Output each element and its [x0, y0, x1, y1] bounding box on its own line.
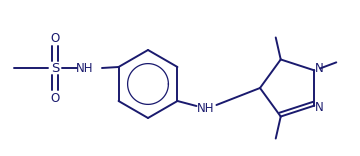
Text: N: N: [315, 62, 324, 75]
Text: NH: NH: [76, 61, 94, 75]
Text: NH: NH: [197, 102, 214, 115]
Text: N: N: [315, 101, 324, 114]
Text: O: O: [50, 92, 60, 105]
Text: S: S: [51, 61, 59, 75]
Text: O: O: [50, 32, 60, 44]
